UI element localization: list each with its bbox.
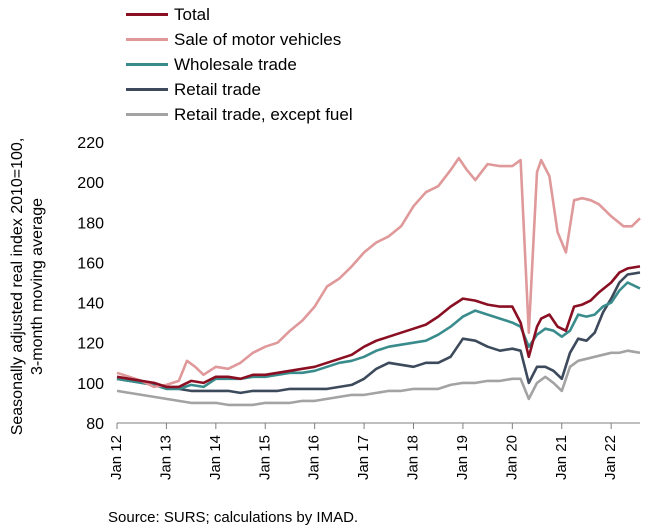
- legend-swatch: [126, 63, 168, 66]
- series-line-retail-trade-except-fuel: [116, 349, 641, 407]
- chart-legend: Total Sale of motor vehicles Wholesale tra…: [126, 2, 353, 127]
- legend-swatch: [126, 38, 168, 41]
- x-tick-label: Jan 15: [256, 435, 273, 480]
- y-axis-ticks: 80 100 120 140 160 180 200 220: [77, 135, 104, 433]
- legend-item-sale-of-motor-vehicles: Sale of motor vehicles: [126, 27, 353, 52]
- legend-item-retail-trade-except-fuel: Retail trade, except fuel: [126, 102, 353, 127]
- y-axis-label-line: Seasonally adjusted real index 2010=100,: [9, 138, 26, 436]
- legend-item-total: Total: [126, 2, 353, 27]
- x-tick-label: Jan 12: [108, 435, 125, 480]
- legend-swatch: [126, 88, 168, 91]
- series-line-retail-trade: [116, 271, 641, 395]
- y-tick-label: 180: [77, 215, 104, 232]
- y-tick-label: 80: [86, 416, 104, 433]
- x-tick-label: Jan 14: [207, 435, 224, 480]
- series-line-total: [116, 265, 641, 389]
- y-tick-label: 220: [77, 135, 104, 152]
- legend-item-wholesale-trade: Wholesale trade: [126, 52, 353, 77]
- y-axis-label-line: 3-month moving average: [29, 198, 46, 375]
- source-note: Source: SURS; calculations by IMAD.: [108, 509, 359, 526]
- x-tick-label: Jan 16: [306, 435, 323, 480]
- legend-label: Wholesale trade: [174, 55, 297, 74]
- series-line-sale-of-motor-vehicles: [116, 156, 641, 389]
- x-tick-label: Jan 20: [503, 435, 520, 480]
- legend-label: Total: [174, 5, 210, 24]
- legend-label: Retail trade, except fuel: [174, 105, 353, 124]
- legend-swatch: [126, 113, 168, 116]
- y-axis-label: Seasonally adjusted real index 2010=100,…: [9, 138, 46, 436]
- legend-item-retail-trade: Retail trade: [126, 77, 353, 102]
- series-line-wholesale-trade: [116, 281, 641, 391]
- legend-label: Sale of motor vehicles: [174, 30, 342, 49]
- y-tick-label: 160: [77, 255, 104, 272]
- y-tick-label: 200: [77, 175, 104, 192]
- x-axis: Jan 12 Jan 13 Jan 14 Jan 15 Jan 16 Jan 17 Jan …: [108, 422, 640, 480]
- x-tick-label: Jan 17: [355, 435, 372, 480]
- x-tick-label: Jan 19: [454, 435, 471, 480]
- legend-swatch: [126, 13, 168, 16]
- y-tick-label: 120: [77, 336, 104, 353]
- x-tick-label: Jan 21: [553, 435, 570, 480]
- legend-label: Retail trade: [174, 80, 261, 99]
- y-tick-label: 100: [77, 376, 104, 393]
- series-lines: [116, 156, 641, 407]
- x-tick-label: Jan 18: [405, 435, 422, 480]
- x-tick-label: Jan 13: [157, 435, 174, 480]
- x-tick-label: Jan 22: [602, 435, 619, 480]
- y-tick-label: 140: [77, 296, 104, 313]
